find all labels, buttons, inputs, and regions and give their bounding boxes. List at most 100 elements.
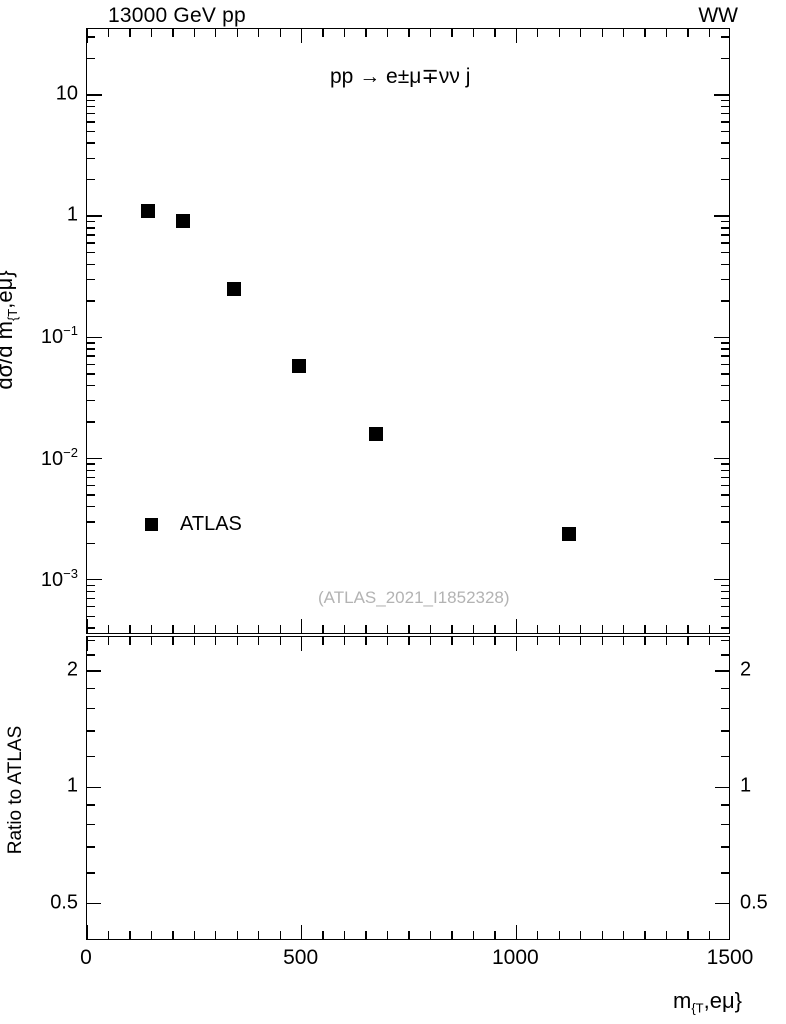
x-tick-ratio-bottom — [537, 931, 539, 939]
x-tick-main-top — [408, 29, 410, 37]
x-tick-main-top — [601, 29, 603, 37]
x-tick-main-bottom — [429, 625, 432, 633]
x-tick-ratio-bottom — [665, 931, 668, 939]
x-tick-main-top — [107, 29, 110, 37]
x-tick-main-top — [515, 29, 518, 43]
x-tick-ratio-top — [279, 637, 281, 645]
x-tick-main-top — [472, 29, 475, 37]
analysis-watermark: (ATLAS_2021_I1852328) — [318, 588, 510, 607]
y-tick-main — [87, 336, 102, 339]
y-tick-main-right — [721, 484, 729, 487]
x-tick-ratio-bottom — [687, 931, 689, 939]
y-tick-label-main-4: 10−3 — [40, 565, 78, 591]
y-tick-main — [87, 384, 95, 387]
x-tick-main-top — [687, 29, 689, 37]
x-tick-ratio-top — [601, 637, 603, 645]
y-tick-main-right — [721, 627, 729, 629]
y-tick-main — [87, 463, 95, 465]
x-tick-ratio-bottom — [258, 931, 260, 939]
main-plot-area — [87, 29, 729, 633]
y-tick-ratio — [87, 756, 95, 758]
x-tick-ratio-top — [236, 637, 238, 645]
y-tick-main — [87, 113, 95, 115]
y-tick-ratio-right — [721, 824, 729, 826]
ratio-plot-area — [87, 637, 729, 939]
x-tick-main-top — [537, 29, 539, 37]
x-tick-main-top — [580, 29, 582, 37]
y-tick-main — [87, 421, 95, 423]
y-tick-main-right — [721, 463, 729, 465]
y-tick-ratio-right — [721, 804, 729, 806]
y-tick-main — [87, 363, 95, 365]
y-tick-main-right — [721, 590, 729, 593]
x-tick-ratio-top — [494, 637, 496, 645]
y-tick-ratio-right — [721, 872, 729, 874]
x-tick-main-top — [343, 29, 346, 37]
x-tick-main-top — [172, 29, 174, 37]
x-tick-main-top — [322, 29, 324, 37]
x-tick-ratio-bottom — [107, 931, 110, 939]
y-tick-main-right — [721, 373, 729, 375]
y-tick-main-right — [721, 242, 729, 244]
x-tick-ratio-top — [150, 637, 153, 645]
legend: ATLAS — [145, 513, 242, 536]
x-tick-ratio-top — [429, 637, 432, 645]
x-tick-main-top — [215, 29, 217, 37]
x-tick-ratio-bottom — [193, 931, 196, 939]
x-tick-main-bottom — [193, 625, 196, 633]
y-tick-ratio-right — [721, 688, 729, 690]
x-tick-main-bottom — [87, 619, 88, 633]
y-tick-main-right — [714, 336, 729, 339]
y-tick-main — [87, 373, 95, 375]
y-tick-main — [87, 242, 95, 244]
y-tick-ratio-right — [721, 707, 729, 710]
y-tick-main — [87, 220, 95, 223]
x-tick-main-top — [300, 29, 303, 43]
y-tick-main-right — [721, 99, 729, 102]
x-tick-main-bottom — [708, 625, 711, 633]
x-tick-main-top — [279, 29, 281, 37]
x-tick-main-bottom — [279, 625, 281, 633]
y-tick-main-right — [721, 476, 729, 478]
y-tick-main — [87, 278, 95, 281]
x-tick-main-top — [494, 29, 496, 37]
main-plot-panel — [86, 28, 730, 634]
x-tick-ratio-bottom — [708, 931, 711, 939]
y-tick-label-ratio-right-1: 1 — [740, 774, 752, 797]
x-tick-ratio-bottom — [172, 931, 174, 939]
y-tick-main — [87, 469, 95, 471]
x-tick-main-bottom — [580, 625, 582, 633]
y-tick-main-right — [721, 157, 729, 159]
y-tick-main-right — [721, 278, 729, 281]
x-tick-main-bottom — [537, 625, 539, 633]
x-tick-ratio-bottom — [300, 925, 303, 939]
y-tick-ratio-right — [721, 730, 729, 732]
y-tick-ratio — [87, 846, 95, 848]
y-tick-main-right — [721, 220, 729, 223]
x-tick-main-bottom — [665, 625, 668, 633]
y-tick-main — [87, 584, 95, 586]
x-axis-title: m{T,eμ} — [673, 988, 742, 1016]
data-point-0-5 — [562, 526, 576, 541]
y-tick-main — [87, 590, 95, 593]
y-tick-label-main-2: 10−1 — [40, 323, 78, 349]
x-tick-main-top — [258, 29, 260, 37]
y-tick-main-right — [721, 105, 729, 108]
y-tick-main — [87, 506, 95, 508]
x-tick-ratio-top — [515, 637, 518, 651]
x-tick-main-bottom — [258, 625, 260, 633]
x-tick-ratio-bottom — [622, 931, 625, 939]
x-tick-ratio-top — [644, 637, 646, 645]
y-tick-main-right — [721, 584, 729, 586]
x-tick-main-bottom — [472, 625, 475, 633]
y-tick-main — [87, 355, 95, 357]
x-tick-main-bottom — [300, 619, 303, 633]
x-tick-label-1: 500 — [283, 946, 319, 969]
x-tick-main-bottom — [601, 625, 603, 633]
x-tick-main-top — [193, 29, 196, 37]
x-tick-main-top — [644, 29, 646, 37]
x-tick-main-top — [665, 29, 668, 37]
y-tick-ratio-right — [721, 639, 729, 642]
x-tick-ratio-top — [215, 637, 217, 645]
y-tick-main-right — [721, 605, 729, 608]
